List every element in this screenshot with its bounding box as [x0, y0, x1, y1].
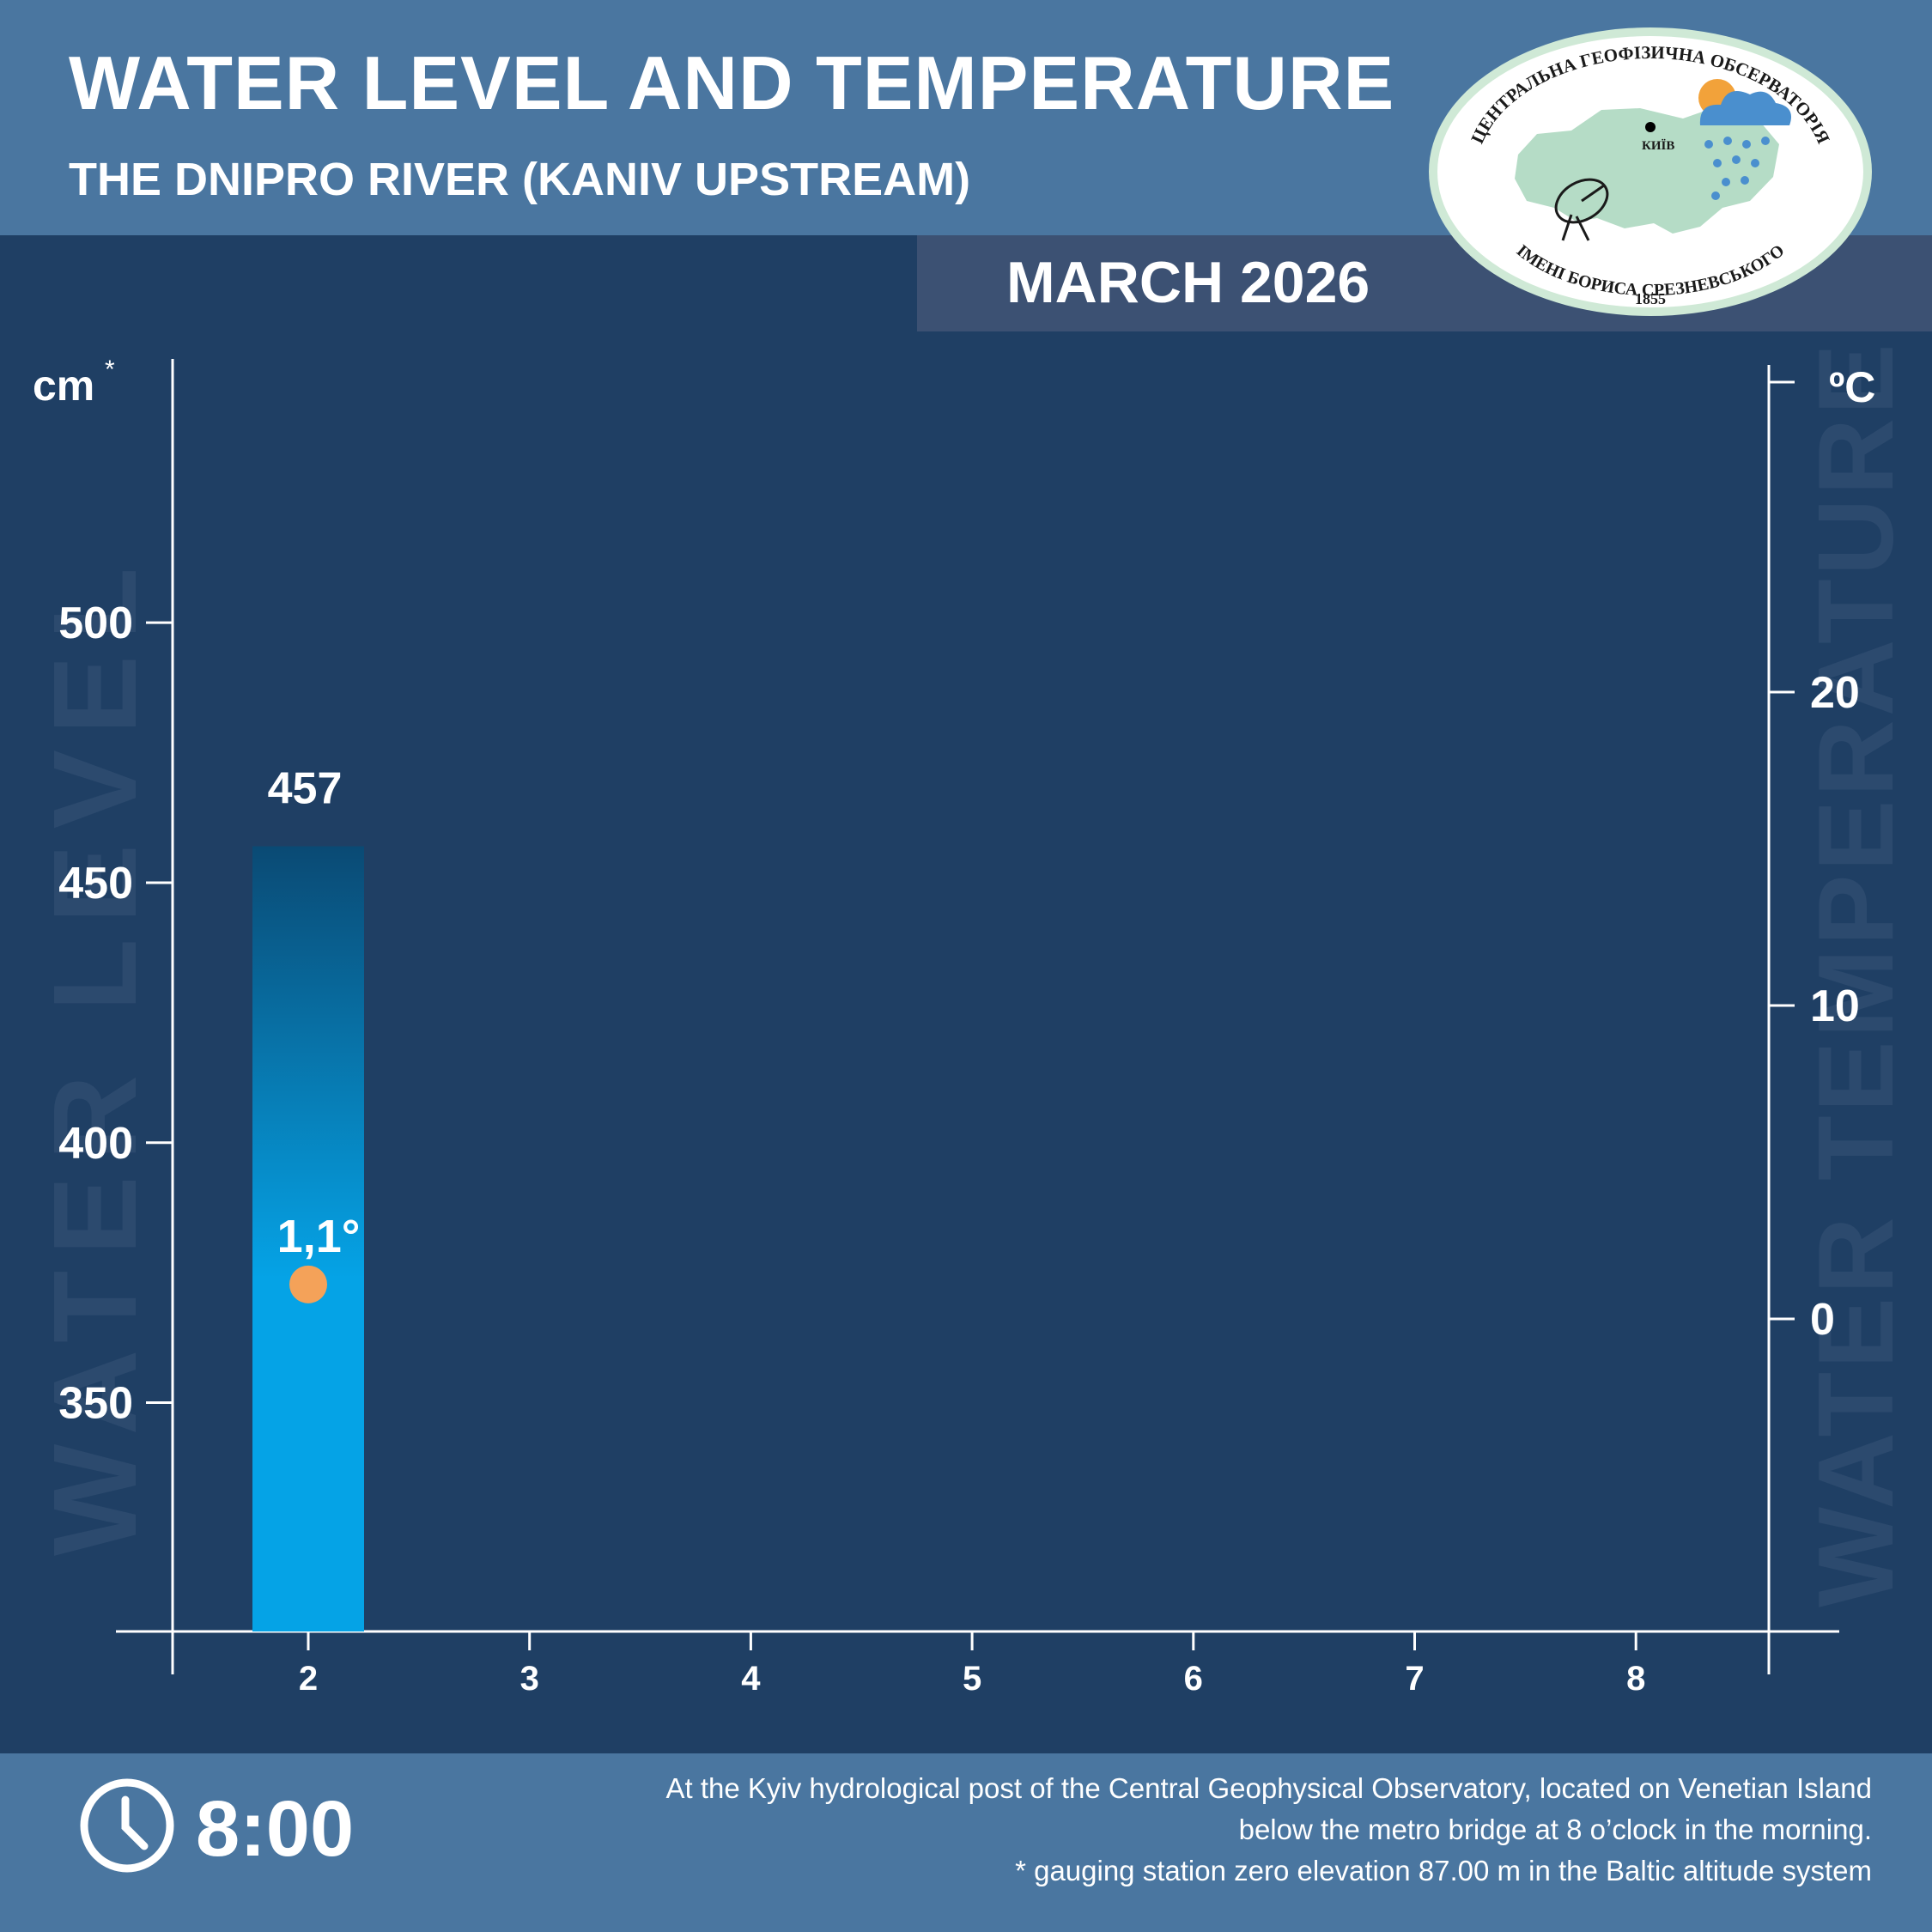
logo-year: 1855 [1635, 290, 1666, 307]
water-level-bar [252, 846, 364, 1631]
cloud-icon [1699, 91, 1791, 125]
left-axis-tick-label: 450 [58, 859, 133, 908]
page-title: WATER LEVEL AND TEMPERATURE [69, 40, 1395, 125]
left-axis-watermark: WATER LEVEL [29, 552, 161, 1556]
footer-note-1: At the Kyiv hydrological post of the Cen… [665, 1772, 1872, 1804]
measurement-time: 8:00 [196, 1785, 355, 1873]
observatory-logo: КИЇВ ЦЕНТРАЛЬНА ГЕОФІЗИЧНА ОБСЕРВАТОРІЯ … [1429, 27, 1872, 316]
right-axis-tick-label: 10 [1810, 981, 1860, 1031]
left-axis-tick-label: 500 [58, 598, 133, 648]
page-subtitle: THE DNIPRO RIVER (KANIV UPSTREAM) [69, 154, 971, 205]
x-axis-tick-label: 2 [299, 1660, 318, 1698]
temperature-label: 1,1° [277, 1211, 361, 1262]
footer-note-3: * gauging station zero elevation 87.00 m… [1015, 1855, 1872, 1886]
left-axis-unit: cm [33, 361, 94, 410]
x-axis-tick-label: 6 [1184, 1660, 1203, 1698]
satellite-dish-icon [1554, 178, 1609, 241]
x-axis-tick-label: 3 [520, 1660, 539, 1698]
left-axis-unit-mark: * [105, 355, 115, 384]
footer-band [0, 1753, 1932, 1932]
x-axis-tick-label: 7 [1405, 1660, 1424, 1698]
temperature-point [289, 1265, 327, 1303]
footer-note-2: below the metro bridge at 8 o’clock in t… [1238, 1814, 1872, 1845]
x-axis-tick-label: 8 [1626, 1660, 1645, 1698]
left-axis-tick-label: 400 [58, 1119, 133, 1169]
logo-city-label: КИЇВ [1642, 139, 1674, 153]
x-axis-tick-label: 4 [741, 1660, 761, 1698]
month-label: MARCH 2026 [1006, 250, 1370, 315]
right-axis-tick-label: 20 [1810, 668, 1860, 718]
kyiv-marker-icon [1645, 122, 1656, 132]
rain-icon [1704, 137, 1770, 200]
clock-icon [80, 1778, 174, 1873]
water-level-label: 457 [268, 764, 343, 814]
ukraine-map-icon [1515, 106, 1779, 234]
right-axis-unit: ºC [1829, 363, 1875, 411]
right-axis-tick-label: 0 [1810, 1295, 1835, 1345]
right-axis-watermark: WATER TEMPERATURE [1797, 340, 1916, 1607]
x-axis-tick-label: 5 [963, 1660, 981, 1698]
left-axis-tick-label: 350 [58, 1379, 133, 1429]
